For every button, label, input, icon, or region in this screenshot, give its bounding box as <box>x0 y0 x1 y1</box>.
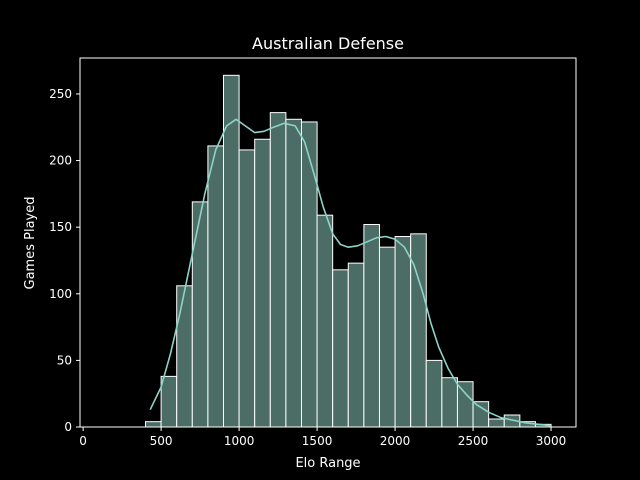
histogram-bar <box>488 418 505 428</box>
histogram-bar <box>378 246 396 428</box>
histogram-bar <box>425 359 443 428</box>
histogram-bar <box>332 269 349 428</box>
histogram-bar <box>363 224 380 428</box>
histogram-bar <box>316 214 334 428</box>
histogram-bar <box>254 138 271 428</box>
histogram-bar <box>207 145 224 428</box>
histogram-bar <box>160 375 178 428</box>
histogram-bar <box>191 201 209 428</box>
x-axis-label: Elo Range <box>295 456 360 471</box>
x-axis: 0 500 1000 1500 2000 2500 3000 <box>79 427 566 448</box>
y-tick-label: 0 <box>64 420 72 434</box>
histogram-bar <box>285 118 302 428</box>
histogram-bar <box>441 377 458 428</box>
y-tick-label: 50 <box>57 353 72 367</box>
y-axis-label: Games Played <box>23 197 38 290</box>
chart-title: Australian Defense <box>252 34 404 53</box>
x-tick-label: 2500 <box>458 434 489 448</box>
histogram-bar <box>300 121 318 428</box>
x-tick-label: 2000 <box>380 434 411 448</box>
histogram-bar <box>176 285 193 428</box>
y-tick-label: 250 <box>49 87 72 101</box>
histogram-bar <box>472 401 490 428</box>
histogram-bar <box>269 112 287 428</box>
plot-frame <box>79 57 577 428</box>
x-tick-label: 0 <box>79 434 87 448</box>
histogram-bar <box>238 149 256 428</box>
x-tick-label: 1000 <box>224 434 255 448</box>
histogram-bar <box>456 381 474 428</box>
x-tick-label: 500 <box>150 434 173 448</box>
histogram-bar <box>394 236 412 428</box>
y-axis: 0 50 100 150 200 250 <box>49 87 80 434</box>
y-tick-label: 200 <box>49 154 72 168</box>
x-tick-label: 1500 <box>302 434 333 448</box>
y-tick-label: 100 <box>49 287 72 301</box>
histogram-bar <box>145 421 162 428</box>
kde-line <box>149 118 552 427</box>
y-tick-label: 150 <box>49 220 72 234</box>
x-tick-label: 3000 <box>536 434 567 448</box>
histogram-bar <box>347 262 365 428</box>
bars-group <box>145 74 552 428</box>
